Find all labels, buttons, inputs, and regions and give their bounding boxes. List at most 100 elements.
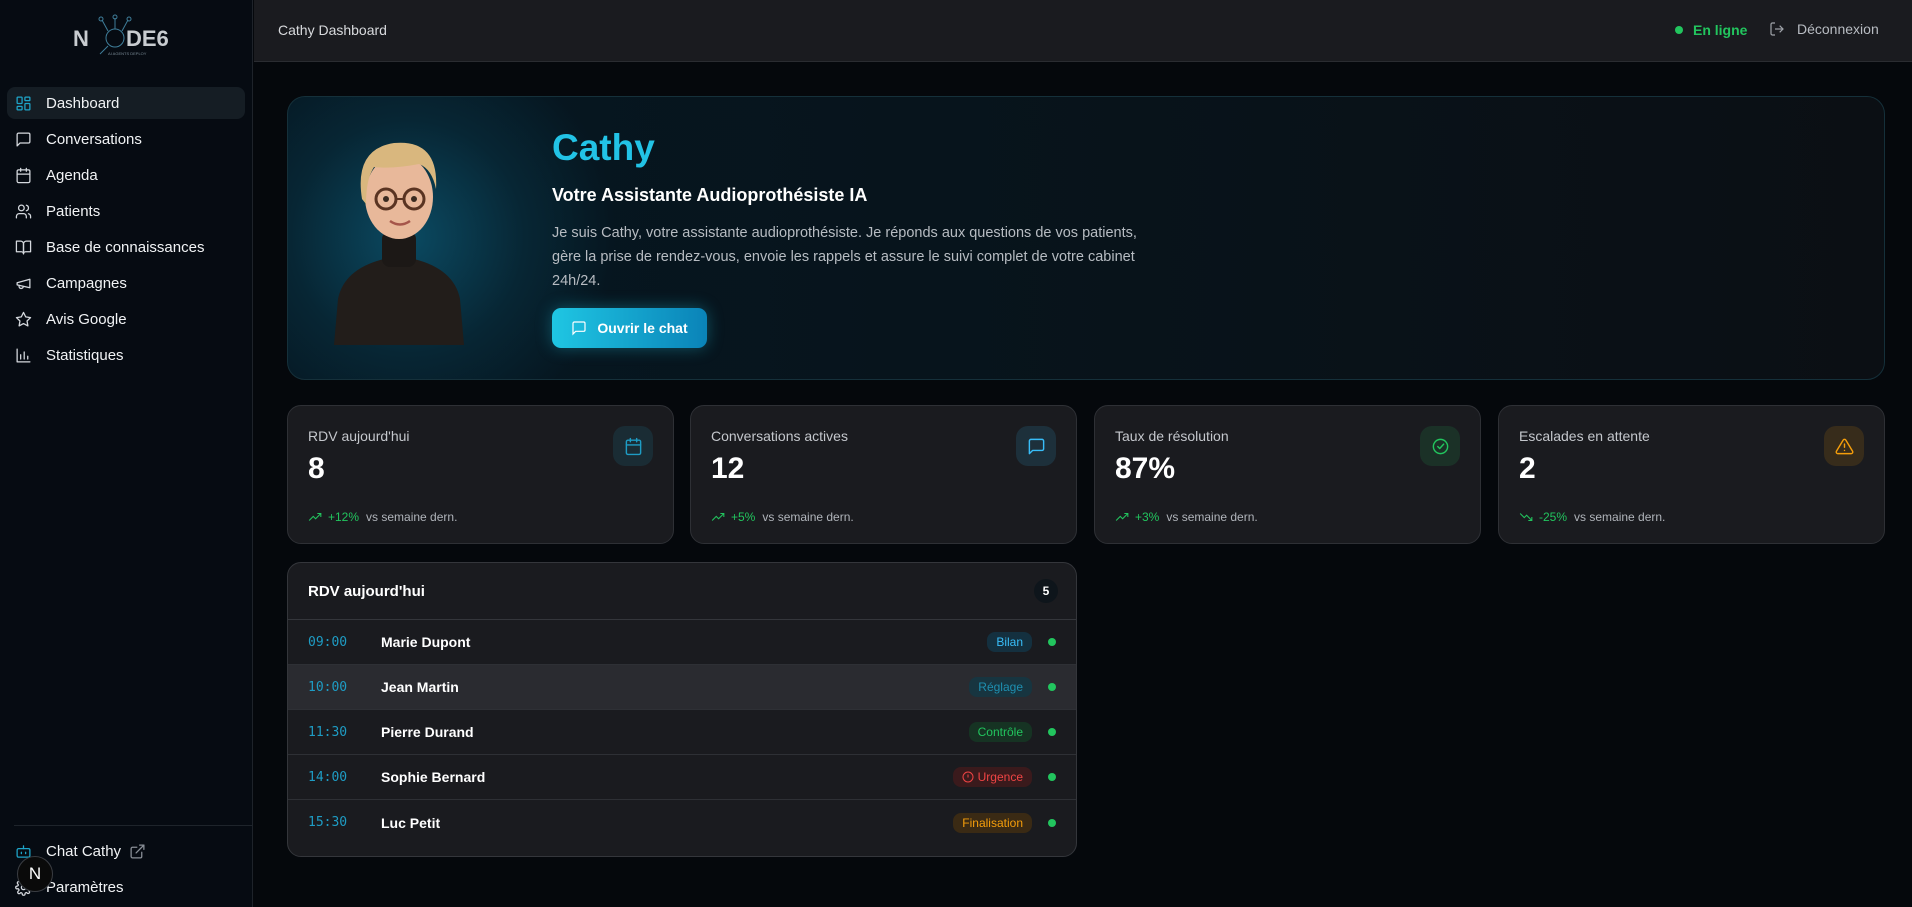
sidebar-item-label: Base de connaissances [46, 238, 205, 256]
stat-value: 12 [711, 452, 745, 485]
alert-circle-icon [962, 771, 974, 783]
stat-trend-text: vs semaine dern. [1574, 510, 1666, 524]
status-label: En ligne [1693, 22, 1748, 38]
appointment-row[interactable]: 09:00 Marie Dupont Bilan [288, 620, 1076, 665]
layout-grid-icon [16, 95, 31, 111]
patient-name: Pierre Durand [381, 724, 474, 740]
assistant-subtitle: Votre Assistante Audioprothésiste IA [552, 185, 868, 205]
patient-name: Jean Martin [381, 679, 459, 695]
status-dot [1675, 26, 1683, 34]
trending-up-icon [308, 512, 322, 521]
star-icon [15, 311, 32, 327]
stat-label: Taux de résolution [1115, 428, 1229, 444]
sidebar-item-agenda[interactable]: Agenda [7, 159, 245, 191]
patient-name: Sophie Bernard [381, 769, 486, 785]
stat-trend: +3% vs semaine dern. [1115, 510, 1258, 524]
bot-icon [16, 844, 31, 858]
appointments-title: RDV aujourd'hui [308, 583, 425, 600]
message-square-icon [572, 321, 586, 336]
page-title: Cathy Dashboard [278, 22, 387, 38]
message-square-icon [16, 131, 31, 147]
appointment-type-badge: Bilan [987, 632, 1032, 652]
appointment-type: Contrôle [977, 725, 1023, 739]
megaphone-icon [16, 278, 31, 289]
patient-name: Luc Petit [381, 814, 441, 831]
sidebar-item-label: Campagnes [46, 274, 127, 292]
sidebar-item-label: Agenda [46, 166, 98, 184]
trending-up-icon [1115, 512, 1129, 521]
sidebar-item-chat-cathy[interactable]: Chat Cathy [7, 835, 245, 867]
trending-down-icon [1519, 513, 1533, 522]
appointment-row[interactable]: 11:30 Pierre Durand Contrôle [288, 710, 1076, 755]
users-icon [15, 203, 32, 219]
assistant-hero: Cathy Votre Assistante Audioprothésiste … [287, 96, 1885, 380]
appointment-type-badge: Finalisation [953, 812, 1032, 833]
appointment-type: Bilan [996, 635, 1023, 649]
patient-name: Marie Dupont [381, 634, 471, 650]
open-chat-button[interactable]: Ouvrir le chat [552, 308, 707, 348]
stat-label: RDV aujourd'hui [308, 428, 410, 444]
log-out-icon [1770, 22, 1784, 36]
sidebar-item-patients[interactable]: Patients [7, 195, 245, 227]
stat-trend-value: +3% [1135, 510, 1160, 524]
sidebar-divider [14, 825, 252, 826]
svg-text:AI AGENTS DEPLOY: AI AGENTS DEPLOY [108, 51, 147, 56]
stat-trend-text: vs semaine dern. [762, 510, 854, 524]
appointments-header: RDV aujourd'hui 5 [288, 563, 1076, 620]
stat-trend-value: +12% [328, 510, 360, 524]
trending-up-icon [711, 512, 725, 521]
open-chat-label: Ouvrir le chat [597, 320, 688, 336]
sidebar-nav: Dashboard Conversations Agenda Patients … [7, 87, 245, 375]
stat-label: Escalades en attente [1519, 428, 1650, 444]
sidebar-bottom: Chat Cathy Paramètres [7, 835, 245, 907]
stat-value: 2 [1519, 452, 1536, 485]
stat-trend-text: vs semaine dern. [366, 510, 458, 524]
logout-label: Déconnexion [1797, 21, 1879, 37]
status-dot [1048, 638, 1056, 646]
sidebar-item-statistiques[interactable]: Statistiques [7, 339, 245, 371]
assistant-name: Cathy [552, 127, 655, 168]
sidebar-item-base-de-connaissances[interactable]: Base de connaissances [7, 231, 245, 263]
stat-trend-text: vs semaine dern. [1166, 510, 1258, 524]
sidebar-item-avis-google[interactable]: Avis Google [7, 303, 245, 335]
check-circle-icon [1420, 426, 1460, 466]
stat-card: Taux de résolution 87% +3% vs semaine der… [1094, 405, 1481, 544]
status-dot [1048, 773, 1056, 781]
calendar-icon [16, 167, 31, 183]
appointment-row[interactable]: 15:30 Luc Petit Finalisation [288, 800, 1076, 845]
online-status: En ligne [1675, 22, 1747, 38]
status-dot [1048, 683, 1056, 691]
appointment-time: 14:00 [308, 769, 348, 785]
sidebar-item-label: Patients [46, 202, 101, 220]
sidebar-item-dashboard[interactable]: Dashboard [7, 87, 245, 119]
sidebar-item-label: Avis Google [46, 310, 127, 328]
sidebar-item-label: Dashboard [46, 94, 120, 112]
svg-text:N: N [73, 26, 89, 51]
appointments-table: RDV aujourd'hui 5 09:00 Marie Dupont Bil… [287, 562, 1077, 857]
sidebar-item-conversations[interactable]: Conversations [7, 123, 245, 155]
node6-logo: N DE6 AI AGENTS DEPLOY [73, 14, 169, 56]
dev-tools-badge[interactable]: N [17, 856, 53, 892]
sidebar-item-label: Chat Cathy [46, 842, 122, 860]
message-square-icon [1016, 426, 1056, 466]
appointment-type-badge: Contrôle [968, 722, 1032, 742]
appointment-row[interactable]: 14:00 Sophie Bernard Urgence [288, 755, 1076, 800]
book-open-icon [15, 239, 32, 255]
cathy-avatar [334, 142, 464, 345]
appointment-time: 15:30 [308, 815, 348, 830]
sidebar-item-label: Statistiques [46, 346, 124, 364]
logout-button[interactable]: Déconnexion [1769, 21, 1879, 37]
sidebar-item-label: Conversations [46, 130, 142, 148]
stat-trend: +12% vs semaine dern. [308, 510, 457, 524]
stat-trend-value: -25% [1539, 510, 1568, 524]
appointment-type-badge: Réglage [969, 677, 1032, 697]
status-dot [1048, 818, 1056, 827]
appointment-type: Finalisation [962, 815, 1023, 830]
assistant-description: Je suis Cathy, votre assistante audiopro… [552, 225, 1137, 289]
alert-triangle-icon [1824, 426, 1864, 466]
appointment-type: Réglage [978, 680, 1023, 694]
external-link-icon [130, 843, 145, 859]
appointment-row[interactable]: 10:00 Jean Martin Réglage [288, 665, 1076, 710]
sidebar-item-campagnes[interactable]: Campagnes [7, 267, 245, 299]
stat-trend: -25% vs semaine dern. [1519, 510, 1665, 524]
